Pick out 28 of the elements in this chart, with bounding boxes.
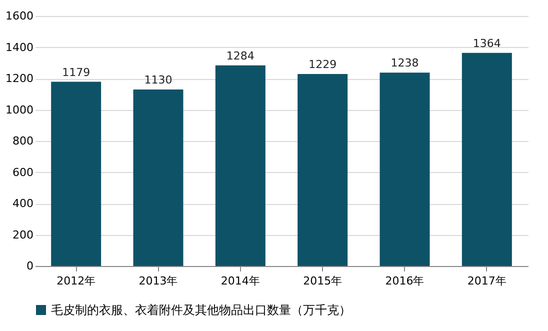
x-tick-label: 2013年 xyxy=(138,274,178,288)
data-label: 1238 xyxy=(390,56,419,70)
y-tick-label: 1000 xyxy=(6,103,34,116)
y-tick-label: 400 xyxy=(12,197,34,210)
legend-label: 毛皮制的衣服、衣着附件及其他物品出口数量（万千克） xyxy=(51,303,351,317)
data-label: 1179 xyxy=(62,66,90,79)
data-label: 1364 xyxy=(472,36,501,50)
bar xyxy=(51,82,102,266)
y-tick-label: 1400 xyxy=(6,40,34,54)
data-label: 1284 xyxy=(226,49,254,62)
y-tick-label: 1600 xyxy=(6,10,34,22)
x-tick-label: 2016年 xyxy=(385,274,424,288)
bar xyxy=(298,74,348,266)
bar xyxy=(133,89,184,266)
bar xyxy=(380,72,430,266)
y-tick-label: 1200 xyxy=(6,72,34,85)
x-tick-label: 2015年 xyxy=(303,274,342,288)
data-label: 1229 xyxy=(308,58,337,71)
data-label: 1130 xyxy=(144,73,172,86)
bar xyxy=(462,52,512,266)
y-tick-label: 0 xyxy=(26,260,34,272)
y-tick-label: 600 xyxy=(12,166,34,179)
bar xyxy=(215,65,266,266)
y-tick-label: 800 xyxy=(12,134,34,148)
y-tick-label: 200 xyxy=(12,228,34,242)
x-tick-label: 2012年 xyxy=(56,274,96,288)
x-tick-label: 2017年 xyxy=(467,274,506,288)
x-tick-label: 2014年 xyxy=(220,274,260,288)
